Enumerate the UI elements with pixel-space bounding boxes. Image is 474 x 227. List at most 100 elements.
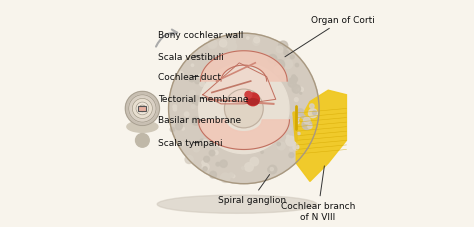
Circle shape — [277, 142, 285, 150]
Circle shape — [275, 60, 285, 70]
Circle shape — [310, 104, 314, 109]
Circle shape — [283, 60, 292, 69]
Circle shape — [222, 41, 230, 49]
Circle shape — [185, 156, 193, 164]
FancyBboxPatch shape — [138, 106, 146, 111]
Circle shape — [289, 79, 294, 84]
Circle shape — [203, 140, 208, 145]
Circle shape — [253, 39, 260, 46]
Polygon shape — [127, 122, 158, 133]
Circle shape — [197, 75, 205, 83]
Circle shape — [238, 60, 243, 64]
Circle shape — [229, 173, 234, 178]
Circle shape — [195, 79, 200, 84]
Circle shape — [309, 109, 318, 118]
Text: Cochlear branch
of N VIII: Cochlear branch of N VIII — [281, 166, 355, 221]
Text: Basilar membrane: Basilar membrane — [158, 116, 241, 125]
Circle shape — [299, 88, 303, 92]
Circle shape — [184, 113, 189, 117]
Circle shape — [132, 99, 153, 119]
Circle shape — [296, 121, 299, 124]
Circle shape — [289, 127, 292, 130]
Circle shape — [189, 76, 195, 82]
Circle shape — [192, 118, 200, 126]
Circle shape — [209, 40, 216, 48]
Circle shape — [228, 43, 237, 52]
Circle shape — [292, 115, 295, 117]
Text: Cochlear duct: Cochlear duct — [158, 73, 221, 82]
Circle shape — [169, 34, 319, 184]
Ellipse shape — [157, 195, 317, 213]
Text: Spiral ganglion: Spiral ganglion — [218, 175, 286, 204]
Circle shape — [294, 98, 298, 102]
Circle shape — [302, 120, 312, 130]
Circle shape — [287, 136, 289, 138]
Circle shape — [276, 47, 283, 53]
Circle shape — [297, 133, 300, 135]
Circle shape — [180, 142, 183, 146]
Ellipse shape — [247, 99, 259, 105]
Circle shape — [290, 111, 295, 116]
Circle shape — [209, 151, 215, 156]
Circle shape — [232, 175, 235, 178]
Circle shape — [261, 151, 264, 154]
Circle shape — [268, 168, 272, 172]
Text: Organ of Corti: Organ of Corti — [285, 16, 375, 57]
Circle shape — [242, 167, 244, 170]
Circle shape — [279, 42, 288, 51]
Circle shape — [204, 157, 210, 162]
Circle shape — [292, 77, 298, 83]
Circle shape — [303, 118, 310, 124]
Circle shape — [202, 164, 209, 171]
Circle shape — [268, 55, 277, 64]
Circle shape — [192, 96, 201, 106]
Circle shape — [270, 168, 273, 171]
Circle shape — [246, 94, 259, 106]
Circle shape — [274, 67, 283, 75]
Circle shape — [298, 111, 301, 114]
Circle shape — [175, 123, 182, 130]
Circle shape — [220, 173, 230, 183]
Circle shape — [292, 85, 301, 94]
Circle shape — [191, 65, 194, 67]
Circle shape — [178, 98, 181, 101]
Circle shape — [278, 72, 281, 74]
Polygon shape — [198, 120, 290, 150]
Circle shape — [250, 158, 259, 166]
Text: Tectorial membrane: Tectorial membrane — [158, 94, 249, 103]
Circle shape — [202, 161, 206, 165]
Circle shape — [245, 163, 253, 172]
Text: Bony cochlear wall: Bony cochlear wall — [158, 31, 244, 40]
Circle shape — [220, 160, 227, 168]
Circle shape — [292, 76, 296, 79]
Circle shape — [268, 165, 277, 174]
Circle shape — [170, 128, 174, 132]
Circle shape — [279, 63, 284, 68]
Circle shape — [300, 93, 302, 95]
Circle shape — [208, 40, 217, 49]
Circle shape — [229, 39, 235, 46]
Circle shape — [136, 134, 149, 148]
Circle shape — [246, 38, 249, 40]
Circle shape — [289, 153, 294, 158]
Circle shape — [216, 163, 219, 166]
Circle shape — [136, 103, 149, 115]
Circle shape — [173, 105, 177, 109]
Circle shape — [245, 92, 252, 99]
Circle shape — [203, 167, 207, 171]
Circle shape — [290, 148, 293, 152]
Circle shape — [219, 40, 227, 48]
Text: Scala vestibuli: Scala vestibuli — [158, 52, 224, 61]
Circle shape — [297, 109, 304, 116]
Circle shape — [214, 151, 218, 155]
Circle shape — [308, 125, 312, 129]
Circle shape — [182, 128, 184, 131]
Circle shape — [199, 64, 289, 154]
Circle shape — [301, 115, 305, 119]
Circle shape — [295, 64, 299, 67]
Circle shape — [185, 97, 187, 99]
Circle shape — [125, 92, 159, 126]
Circle shape — [284, 51, 288, 56]
Circle shape — [191, 105, 195, 109]
Circle shape — [193, 146, 200, 152]
